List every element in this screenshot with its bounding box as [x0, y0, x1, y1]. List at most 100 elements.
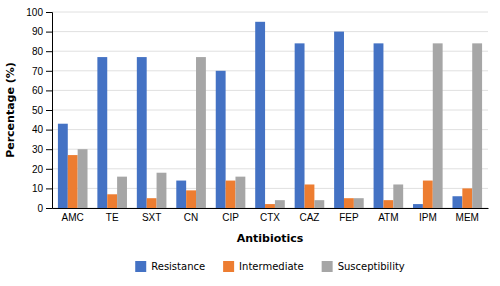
tick: FEP — [339, 212, 359, 223]
tick-label: 100 — [26, 7, 43, 18]
grid-line — [52, 149, 488, 150]
bar — [295, 43, 305, 208]
bar — [374, 43, 384, 208]
bar — [383, 200, 393, 208]
tick: AMC — [62, 212, 84, 223]
tick-label: SXT — [142, 212, 161, 223]
bar — [176, 181, 186, 208]
legend-item: Intermediate — [223, 261, 304, 272]
tick: CTX — [260, 212, 280, 223]
legend-label: Intermediate — [239, 261, 304, 272]
tick-label: CTX — [260, 212, 280, 223]
tick: 40 — [32, 124, 52, 135]
bar — [196, 57, 206, 208]
legend-swatch — [322, 261, 333, 272]
tick-label: FEP — [339, 212, 359, 223]
grid-line — [52, 31, 488, 32]
legend-label: Resistance — [151, 261, 205, 272]
tick: 20 — [32, 164, 52, 175]
legend-label: Susceptibility — [338, 261, 405, 272]
tick-label: MEM — [456, 212, 479, 223]
plot: 0 10 20 30 40 50 60 70 80 90 100 AMC TE SXT CN CIP CTX CA… — [4, 7, 489, 245]
grid-line — [52, 70, 488, 71]
tick: 70 — [32, 66, 52, 77]
tick-mark — [46, 90, 52, 91]
tick: 0 — [37, 203, 52, 214]
tick: ATM — [378, 212, 398, 223]
tick: 90 — [32, 26, 52, 37]
bar — [107, 194, 117, 208]
grid-line — [52, 12, 488, 13]
tick: CIP — [222, 212, 239, 223]
bar — [68, 155, 78, 208]
x-axis: AMC TE SXT CN CIP CTX CAZ FEP ATM IPM MEM — [53, 209, 489, 224]
tick-mark — [46, 188, 52, 189]
tick-mark — [46, 71, 52, 72]
axis-title: Percentage (%) — [4, 62, 17, 158]
tick-mark — [46, 169, 52, 170]
grid — [52, 12, 488, 208]
tick-label: AMC — [62, 212, 84, 223]
bar — [157, 173, 167, 208]
bar — [354, 198, 364, 208]
tick-mark — [46, 208, 52, 209]
tick-label: 10 — [32, 183, 44, 194]
tick: TE — [106, 212, 119, 223]
bar — [58, 124, 68, 208]
tick: 30 — [32, 144, 52, 155]
bar — [147, 198, 157, 208]
bar — [334, 32, 344, 208]
tick-label: 40 — [32, 124, 44, 135]
legend-swatch — [223, 261, 234, 272]
legend-item: Resistance — [135, 261, 205, 272]
bar — [216, 71, 226, 208]
bar — [462, 188, 472, 208]
grid-line — [52, 51, 488, 52]
bar — [226, 181, 236, 208]
bar — [265, 204, 275, 208]
tick-mark — [46, 32, 52, 33]
tick: 50 — [32, 105, 52, 116]
bar-series — [78, 43, 482, 208]
bar — [235, 177, 245, 208]
tick-label: IPM — [419, 212, 437, 223]
tick-label: ATM — [378, 212, 398, 223]
bar — [137, 57, 147, 208]
bar — [186, 190, 196, 208]
tick-mark — [46, 12, 52, 13]
tick-mark — [46, 51, 52, 52]
tick: IPM — [419, 212, 437, 223]
tick-label: CIP — [222, 212, 239, 223]
tick-label: 20 — [32, 164, 44, 175]
tick-label: 60 — [32, 85, 44, 96]
tick-label: CAZ — [299, 212, 319, 223]
grid-line — [52, 168, 488, 169]
bar-series — [58, 22, 462, 208]
tick-label: CN — [184, 212, 198, 223]
bar — [393, 184, 403, 208]
chart: 0 10 20 30 40 50 60 70 80 90 100 AMC TE SXT CN CIP CTX CA… — [0, 0, 500, 286]
axis-line — [53, 208, 489, 209]
bars — [58, 22, 482, 208]
bar — [305, 184, 315, 208]
tick-label: 0 — [37, 203, 43, 214]
tick: MEM — [456, 212, 479, 223]
tick-label: 70 — [32, 66, 44, 77]
tick-label: 90 — [32, 26, 44, 37]
tick: 10 — [32, 183, 52, 194]
tick: CAZ — [299, 212, 319, 223]
bar — [423, 181, 433, 208]
legend-item: Susceptibility — [322, 261, 405, 272]
y-axis: 0 10 20 30 40 50 60 70 80 90 100 — [26, 7, 52, 214]
legend-swatch — [135, 261, 146, 272]
tick-mark — [46, 110, 52, 111]
tick: 80 — [32, 46, 52, 57]
bar — [413, 204, 423, 208]
grid-line — [52, 110, 488, 111]
tick: CN — [184, 212, 198, 223]
axis-line — [46, 13, 53, 209]
bar — [78, 149, 88, 208]
bar — [314, 200, 324, 208]
tick-mark — [46, 149, 52, 150]
bar — [97, 57, 107, 208]
